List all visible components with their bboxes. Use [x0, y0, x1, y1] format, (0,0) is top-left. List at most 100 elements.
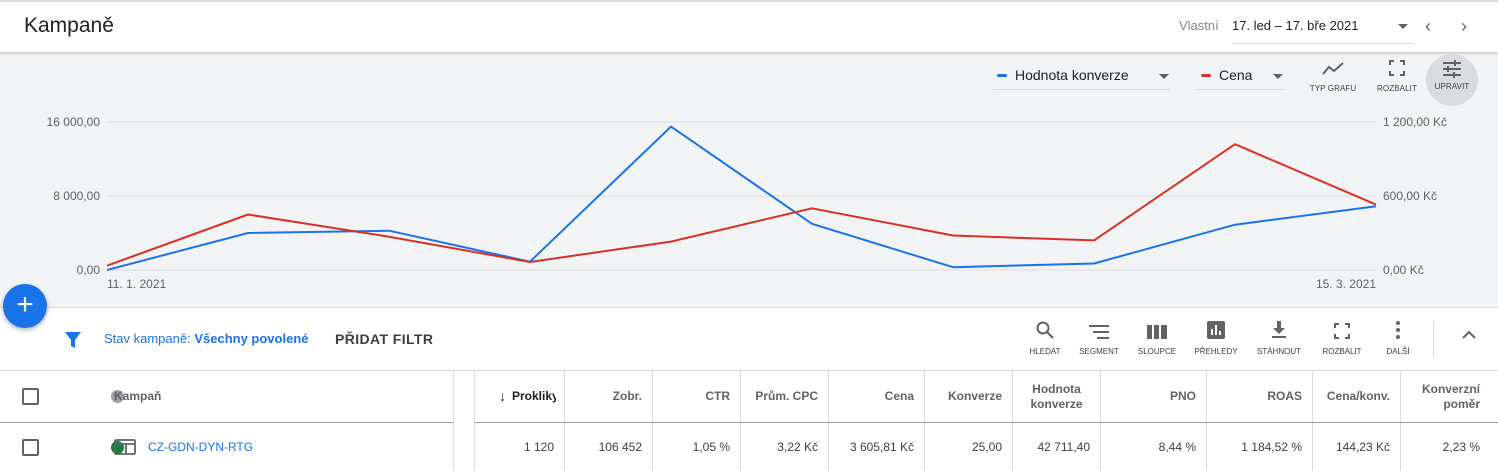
y-right-tick-label: 1 200,00 Kč: [1383, 115, 1447, 129]
download-icon: [1251, 319, 1307, 347]
add-filter-button[interactable]: PŘIDAT FILTR: [335, 331, 434, 347]
columns-label: SLOUPCE: [1137, 347, 1177, 356]
more-vert-icon: [1370, 319, 1426, 347]
cell-clicks: 1 120: [523, 440, 554, 454]
row-campaign-cell: CZ-GDN-DYN-RTG: [114, 423, 444, 471]
segment-icon: [1071, 319, 1127, 347]
y-right-tick-label: 600,00 Kč: [1383, 189, 1437, 203]
more-button[interactable]: DALŠÍ: [1370, 319, 1426, 363]
cell-conversions: 25,00: [924, 423, 1012, 471]
table-expand-button[interactable]: ROZBALIT: [1314, 319, 1370, 363]
x-start-label: 11. 1. 2021: [107, 277, 166, 291]
line-chart-icon: [1305, 58, 1361, 84]
performance-chart-panel: 0,00 0,00 Kč 8 000,00 600,00 Kč 16 000,00 1 2…: [0, 52, 1498, 308]
metric1-color-swatch: [997, 74, 1007, 77]
columns-icon: [1129, 319, 1185, 347]
chart-type-button[interactable]: TYP GRAFU: [1305, 58, 1361, 104]
cell-impressions: 106 452: [564, 423, 652, 471]
y-left-tick-label: 8 000,00: [53, 189, 100, 203]
header-conv-value-line2: konverze: [1030, 396, 1083, 411]
header-avg-cpc[interactable]: Prům. CPC: [740, 371, 828, 422]
header-conv-value[interactable]: Hodnota konverze: [1012, 371, 1100, 422]
header-pno[interactable]: PNO: [1100, 371, 1206, 422]
chart-expand-button[interactable]: ROZBALIT: [1369, 58, 1425, 104]
chevron-down-icon: [1273, 74, 1283, 79]
date-range-picker[interactable]: 17. led – 17. bře 2021: [1232, 16, 1414, 44]
chevron-up-icon[interactable]: [1458, 327, 1480, 349]
chevron-down-icon: [1398, 24, 1408, 29]
cell-ctr: 1,05 %: [652, 423, 740, 471]
plus-icon: +: [16, 288, 34, 321]
search-button[interactable]: HLEDAT: [1017, 319, 1073, 363]
segment-label: SEGMENT: [1079, 347, 1119, 356]
reports-icon: [1188, 319, 1244, 347]
header-conversions[interactable]: Konverze: [924, 371, 1012, 422]
campaigns-table: Kampaň ↓ Prokliky Zobr. CTR Prům. CPC Ce…: [0, 371, 1498, 471]
header-conv-rate-line1: Konverzní: [1421, 381, 1480, 396]
series-line-cost: [106, 143, 1377, 267]
header-ctr[interactable]: CTR: [652, 371, 740, 422]
more-label: DALŠÍ: [1386, 347, 1410, 356]
header-clicks-label: Prokliky: [512, 389, 556, 403]
metric2-color-swatch: [1201, 74, 1211, 77]
header-roas[interactable]: ROAS: [1206, 371, 1312, 422]
columns-button[interactable]: SLOUPCE: [1129, 319, 1185, 363]
reports-button[interactable]: PŘEHLEDY: [1188, 319, 1244, 363]
page-title: Kampaně: [24, 14, 114, 37]
y-right-tick-label: 0,00 Kč: [1383, 263, 1424, 277]
chevron-down-icon: [1159, 74, 1169, 79]
chart-expand-label: ROZBALIT: [1377, 84, 1417, 93]
cell-roas: 1 184,52 %: [1206, 423, 1312, 471]
chart-type-label: TYP GRAFU: [1309, 84, 1357, 93]
arrow-down-icon: ↓: [499, 388, 506, 404]
display-campaign-icon: [114, 439, 136, 455]
campaign-name-link[interactable]: CZ-GDN-DYN-RTG: [148, 440, 254, 454]
fullscreen-icon: [1314, 319, 1370, 347]
cell-cost: 3 605,81 Kč: [828, 423, 924, 471]
metric2-selector[interactable]: Cena: [1197, 66, 1285, 90]
header-conv-rate-line2: poměr: [1443, 396, 1480, 411]
header-conv-rate[interactable]: Konverzní poměr: [1400, 371, 1498, 422]
select-all-cell: [0, 371, 50, 422]
segment-button[interactable]: SEGMENT: [1071, 319, 1127, 363]
frozen-column-divider[interactable]: [453, 371, 475, 471]
campaign-status-filter[interactable]: Stav kampaně: Všechny povolené: [104, 331, 309, 346]
metric1-label: Hodnota konverze: [1015, 67, 1129, 83]
header-clicks[interactable]: ↓ Prokliky: [475, 371, 564, 422]
download-button[interactable]: STÁHNOUT: [1251, 319, 1307, 363]
status-header-cell: [50, 371, 124, 422]
status-header-icon: [111, 390, 124, 403]
select-all-checkbox[interactable]: [22, 388, 39, 405]
date-range-value: 17. led – 17. bře 2021: [1232, 18, 1359, 33]
cell-cost-per-conv: 144,23 Kč: [1312, 423, 1400, 471]
fullscreen-icon: [1369, 58, 1425, 84]
header-impressions[interactable]: Zobr.: [564, 371, 652, 422]
cell-conv-rate: 2,23 %: [1400, 423, 1498, 471]
header-cost[interactable]: Cena: [828, 371, 924, 422]
table-row[interactable]: CZ-GDN-DYN-RTG 1 120 106 452 1,05 % 3,22…: [0, 423, 1498, 471]
cell-avg-cpc: 3,22 Kč: [740, 423, 828, 471]
y-left-tick-label: 16 000,00: [47, 115, 101, 129]
y-left-tick-label: 0,00: [77, 263, 101, 277]
page-header: Kampaně Vlastní 17. led – 17. bře 2021 ‹…: [0, 0, 1498, 52]
cell-pno: 8,44 %: [1100, 423, 1206, 471]
filter-icon[interactable]: [64, 331, 82, 349]
chevron-right-icon[interactable]: ›: [1461, 16, 1467, 36]
header-conv-value-line1: Hodnota: [1032, 381, 1081, 396]
create-fab-button[interactable]: +: [3, 284, 47, 328]
date-range-type: Vlastní: [1179, 18, 1219, 33]
search-icon: [1017, 319, 1073, 347]
row-checkbox[interactable]: [22, 438, 39, 456]
chevron-left-icon[interactable]: ‹: [1425, 16, 1431, 36]
search-label: HLEDAT: [1029, 347, 1061, 356]
header-campaign[interactable]: Kampaň: [114, 389, 162, 403]
metric1-selector[interactable]: Hodnota konverze: [993, 66, 1170, 90]
reports-label: PŘEHLEDY: [1194, 347, 1238, 356]
toolbar-divider: [1433, 321, 1434, 357]
chart-adjust-button[interactable]: UPRAVIT: [1426, 54, 1478, 106]
row-select-cell: [0, 423, 50, 471]
header-cost-per-conv[interactable]: Cena/konv.: [1312, 371, 1400, 422]
table-header-row: Kampaň ↓ Prokliky Zobr. CTR Prům. CPC Ce…: [0, 371, 1498, 423]
download-label: STÁHNOUT: [1257, 347, 1301, 356]
